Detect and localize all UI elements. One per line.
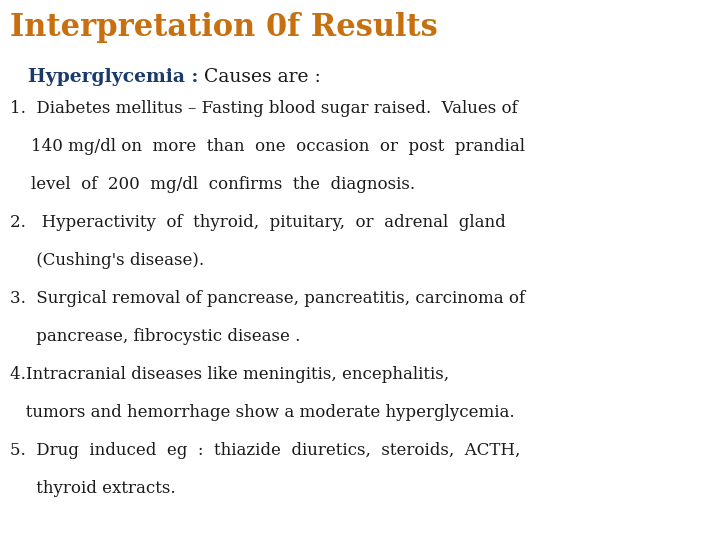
Text: 5.  Drug  induced  eg  :  thiazide  diuretics,  steroids,  ACTH,: 5. Drug induced eg : thiazide diuretics,… — [10, 442, 521, 459]
Text: Hyperglycemia :: Hyperglycemia : — [28, 68, 199, 86]
Text: pancrease, fibrocystic disease .: pancrease, fibrocystic disease . — [10, 328, 300, 345]
Text: 140 mg/dl on  more  than  one  occasion  or  post  prandial: 140 mg/dl on more than one occasion or p… — [10, 138, 525, 155]
Text: level  of  200  mg/dl  confirms  the  diagnosis.: level of 200 mg/dl confirms the diagnosi… — [10, 176, 415, 193]
Text: 2.   Hyperactivity  of  thyroid,  pituitary,  or  adrenal  gland: 2. Hyperactivity of thyroid, pituitary, … — [10, 214, 505, 231]
Text: 1.  Diabetes mellitus – Fasting blood sugar raised.  Values of: 1. Diabetes mellitus – Fasting blood sug… — [10, 100, 518, 117]
Text: Causes are :: Causes are : — [199, 68, 321, 86]
Text: 3.  Surgical removal of pancrease, pancreatitis, carcinoma of: 3. Surgical removal of pancrease, pancre… — [10, 290, 525, 307]
Text: tumors and hemorrhage show a moderate hyperglycemia.: tumors and hemorrhage show a moderate hy… — [10, 404, 515, 421]
Text: 4.Intracranial diseases like meningitis, encephalitis,: 4.Intracranial diseases like meningitis,… — [10, 366, 449, 383]
Text: (Cushing's disease).: (Cushing's disease). — [10, 252, 204, 269]
Text: thyroid extracts.: thyroid extracts. — [10, 480, 176, 497]
Text: Interpretation 0f Results: Interpretation 0f Results — [10, 12, 438, 43]
